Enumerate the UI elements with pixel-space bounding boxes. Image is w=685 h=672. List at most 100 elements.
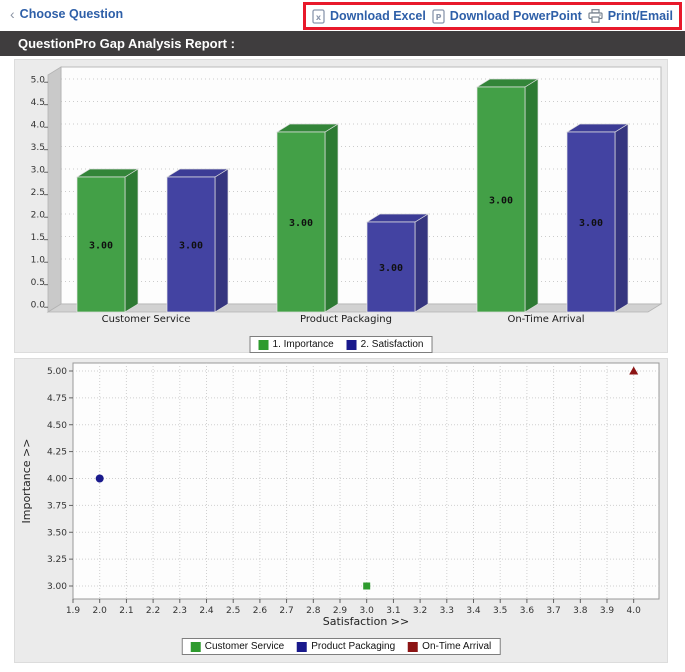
x-tick-label: 2.4 xyxy=(199,606,214,616)
bar-value-label: 3.00 xyxy=(579,218,603,229)
svg-text:x: x xyxy=(316,13,322,22)
legend-label: Product Packaging xyxy=(311,641,396,652)
x-tick-label: 3.0 xyxy=(360,606,375,616)
x-tick-label: 3.3 xyxy=(440,606,454,616)
bar xyxy=(76,176,126,313)
y-tick-label: 3.50 xyxy=(47,528,67,538)
x-tick-label: 3.2 xyxy=(413,606,427,616)
category-label: Product Packaging xyxy=(300,314,392,325)
y-tick-label: 1.5 xyxy=(31,233,45,243)
download-powerpoint-button[interactable]: P Download PowerPoint xyxy=(432,8,582,24)
x-tick-label: 1.9 xyxy=(66,606,81,616)
toolbar: ‹ Choose Question x Download Excel P Dow… xyxy=(0,0,685,31)
legend-swatch xyxy=(346,339,357,350)
y-tick-label: 3.00 xyxy=(47,582,67,592)
y-tick-label: 4.50 xyxy=(47,421,67,431)
x-tick-label: 2.2 xyxy=(146,606,160,616)
y-tick-label: 3.0 xyxy=(31,166,46,176)
y-tick-label: 3.25 xyxy=(47,555,67,565)
bar-side-face xyxy=(124,168,139,313)
x-tick-label: 3.4 xyxy=(466,606,481,616)
legend-swatch xyxy=(297,641,308,652)
plot-left-wall xyxy=(47,66,62,313)
category-label: On-Time Arrival xyxy=(507,314,584,325)
report-title: QuestionPro Gap Analysis Report : xyxy=(18,36,235,51)
legend-label: Customer Service xyxy=(204,641,285,652)
legend-swatch xyxy=(190,641,201,652)
download-actions-highlight: x Download Excel P Download PowerPoint xyxy=(303,2,682,30)
bar xyxy=(476,86,526,313)
x-tick-label: 3.7 xyxy=(546,606,560,616)
y-tick-label: 0.0 xyxy=(31,301,46,311)
y-tick-label: 4.0 xyxy=(31,121,46,131)
x-tick-label: 3.9 xyxy=(600,606,615,616)
powerpoint-file-icon: P xyxy=(432,8,445,24)
legend-item: Product Packaging xyxy=(297,641,395,652)
scatter-point xyxy=(95,474,104,483)
bar-side-face xyxy=(614,123,629,313)
x-tick-label: 2.6 xyxy=(253,606,268,616)
bar-chart: 0.0 0.5 1.0 1.5 2.0 2.5 3.0 3.5 4.0 4.5 5.0 3.00 3.0… xyxy=(31,66,663,325)
y-tick-label: 4.00 xyxy=(47,475,67,485)
scatter-point xyxy=(629,366,639,375)
y-tick-label: 2.0 xyxy=(31,211,46,221)
legend-item: On-Time Arrival xyxy=(408,641,491,652)
bar-side-face xyxy=(524,78,539,313)
scatter-chart: 1.9 2.0 2.1 2.2 2.3 2.4 2.5 2.6 2.7 2.8 2.9 3.0 3.1 3… xyxy=(20,362,660,628)
plot-back-wall xyxy=(60,66,662,305)
x-axis-title: Satisfaction >> xyxy=(323,615,410,628)
x-tick-label: 2.7 xyxy=(279,606,293,616)
bar-chart-legend: 1. Importance 2. Satisfaction xyxy=(249,336,433,353)
legend-item: 2. Satisfaction xyxy=(346,339,424,350)
chevron-left-icon: ‹ xyxy=(10,6,15,22)
y-tick-label: 4.75 xyxy=(47,394,67,404)
bar-value-label: 3.00 xyxy=(89,241,113,252)
y-tick-label: 4.25 xyxy=(47,448,67,458)
download-excel-button[interactable]: x Download Excel xyxy=(312,8,426,24)
y-tick-label: 2.5 xyxy=(31,188,45,198)
legend-item: Customer Service xyxy=(190,641,285,652)
scatter-chart-legend: Customer Service Product Packaging On-Time… xyxy=(181,638,501,655)
y-tick-label: 5.00 xyxy=(47,367,67,377)
x-tick-label: 3.8 xyxy=(573,606,588,616)
x-tick-label: 2.8 xyxy=(306,606,321,616)
y-tick-label: 3.75 xyxy=(47,501,67,511)
y-tick-label: 1.0 xyxy=(31,256,46,266)
svg-text:P: P xyxy=(435,13,441,22)
bar-value-label: 3.00 xyxy=(289,218,313,229)
bar-value-label: 3.00 xyxy=(379,263,403,274)
x-tick-label: 2.9 xyxy=(333,606,348,616)
x-tick-label: 4.0 xyxy=(627,606,642,616)
bar-side-face xyxy=(324,123,339,313)
choose-question-label: Choose Question xyxy=(19,7,124,21)
y-tick-label: 3.5 xyxy=(31,143,45,153)
scatter-chart-panel: 1.9 2.0 2.1 2.2 2.3 2.4 2.5 2.6 2.7 2.8 2.9 3.0 3.1 3… xyxy=(14,358,668,663)
excel-file-icon: x xyxy=(312,8,325,24)
legend-label: 1. Importance xyxy=(272,339,334,350)
print-email-button[interactable]: Print/Email xyxy=(588,9,673,23)
legend-label: 2. Satisfaction xyxy=(360,339,424,350)
download-powerpoint-label: Download PowerPoint xyxy=(449,9,582,23)
x-tick-label: 2.3 xyxy=(173,606,187,616)
legend-label: On-Time Arrival xyxy=(422,641,492,652)
x-tick-label: 2.1 xyxy=(119,606,133,616)
y-tick-label: 0.5 xyxy=(31,278,45,288)
bar xyxy=(276,131,326,313)
x-tick-label: 3.1 xyxy=(386,606,400,616)
x-tick-label: 2.0 xyxy=(93,606,108,616)
bar-side-face xyxy=(214,168,229,313)
x-tick-label: 2.5 xyxy=(226,606,240,616)
legend-swatch xyxy=(258,339,269,350)
plot-area xyxy=(72,362,660,600)
bar xyxy=(366,221,416,313)
legend-swatch xyxy=(408,641,419,652)
bar-side-face xyxy=(414,213,429,313)
bar xyxy=(166,176,216,313)
printer-icon xyxy=(588,9,603,23)
y-tick-label: 5.0 xyxy=(31,76,46,86)
bar-chart-panel: 0.0 0.5 1.0 1.5 2.0 2.5 3.0 3.5 4.0 4.5 5.0 3.00 3.0… xyxy=(14,59,668,353)
bar xyxy=(566,131,616,313)
legend-item: 1. Importance xyxy=(258,339,334,350)
choose-question-link[interactable]: ‹ Choose Question xyxy=(10,7,123,21)
